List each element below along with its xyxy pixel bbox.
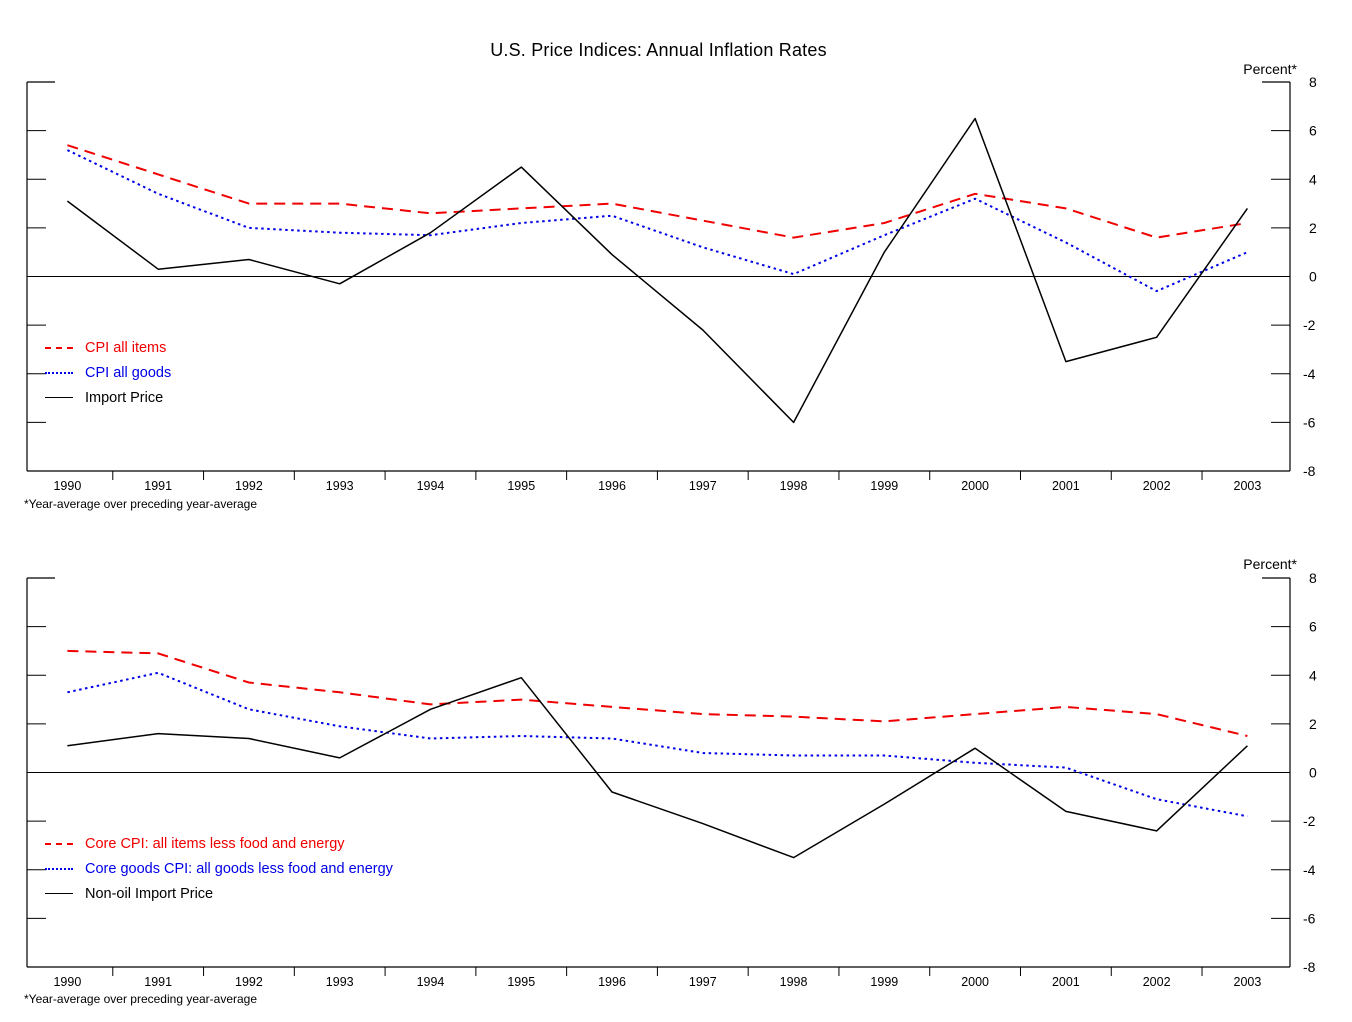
y-tick-label: 2 <box>1309 716 1317 732</box>
legend-item: Import Price <box>45 385 171 410</box>
legend-item: CPI all items <box>45 335 171 360</box>
x-tick-label: 1999 <box>870 479 898 493</box>
legend-label: Core CPI: all items less food and energy <box>85 835 345 852</box>
y-tick-label: 2 <box>1309 220 1317 236</box>
chart-title: U.S. Price Indices: Annual Inflation Rat… <box>490 40 827 60</box>
legend-label: Non-oil Import Price <box>85 885 214 902</box>
series-line-dotted <box>67 671 1248 818</box>
series-line-solid <box>66 117 1249 424</box>
y-tick-label: 8 <box>1309 570 1317 586</box>
x-tick-label: 1995 <box>507 975 535 989</box>
footnote-top: *Year-average over preceding year-averag… <box>24 497 258 511</box>
x-tick-label: 2003 <box>1234 479 1262 493</box>
x-tick-label: 1998 <box>780 975 808 989</box>
legend-label: Core goods CPI: all goods less food and … <box>85 860 393 877</box>
x-tick-label: 2000 <box>961 479 989 493</box>
series-line-dashed <box>67 649 1248 737</box>
legend-line-sample-solid <box>45 397 73 398</box>
legend-bottom: Core CPI: all items less food and energy… <box>45 831 393 906</box>
x-tick-label: 2003 <box>1234 975 1262 989</box>
legend-line-sample-solid <box>45 893 73 894</box>
y-tick-label: -8 <box>1303 959 1316 975</box>
x-tick-label: 1991 <box>144 479 172 493</box>
x-tick-label: 1996 <box>598 479 626 493</box>
x-tick-label: 2002 <box>1143 975 1171 989</box>
legend-label: CPI all items <box>85 339 167 356</box>
x-tick-label: 1994 <box>417 479 445 493</box>
footnote-bottom: *Year-average over preceding year-averag… <box>24 992 258 1006</box>
y-tick-label: -8 <box>1303 463 1316 479</box>
legend-item: Non-oil Import Price <box>45 881 393 906</box>
legend-label: CPI all goods <box>85 364 172 381</box>
x-tick-label: 2002 <box>1143 479 1171 493</box>
series-line-dashed <box>67 144 1248 239</box>
y-tick-label: -4 <box>1303 862 1316 878</box>
y-tick-label: 0 <box>1309 765 1317 781</box>
x-tick-label: 1993 <box>326 975 354 989</box>
x-tick-label: 1996 <box>598 975 626 989</box>
y-tick-label: -6 <box>1303 910 1316 926</box>
legend-item: Core CPI: all items less food and energy <box>45 831 393 856</box>
y-tick-label: 4 <box>1309 667 1317 683</box>
x-tick-label: 1990 <box>53 479 81 493</box>
x-tick-label: 2001 <box>1052 975 1080 989</box>
legend-item: Core goods CPI: all goods less food and … <box>45 856 393 881</box>
y-tick-label: 6 <box>1309 123 1317 139</box>
legend-line-sample-dashed <box>45 346 73 349</box>
y-tick-label: 0 <box>1309 269 1317 285</box>
y-axis-unit-label-bottom: Percent* <box>1243 556 1297 572</box>
series-line-solid <box>67 676 1248 859</box>
legend-line-sample-dashed <box>45 842 73 845</box>
y-tick-label: 8 <box>1309 74 1317 90</box>
x-tick-label: 1999 <box>870 975 898 989</box>
x-tick-label: 1992 <box>235 975 263 989</box>
x-tick-label: 1994 <box>417 975 445 989</box>
y-tick-label: 6 <box>1309 619 1317 635</box>
legend-top: CPI all items CPI all goods Import Price <box>45 335 171 410</box>
y-tick-label: -4 <box>1303 366 1316 382</box>
x-tick-label: 2001 <box>1052 479 1080 493</box>
x-tick-label: 1998 <box>780 479 808 493</box>
legend-item: CPI all goods <box>45 360 171 385</box>
x-tick-label: 2000 <box>961 975 989 989</box>
legend-label: Import Price <box>85 389 164 406</box>
x-tick-label: 1991 <box>144 975 172 989</box>
legend-line-sample-dotted <box>45 371 73 374</box>
x-tick-label: 1995 <box>507 479 535 493</box>
x-tick-label: 1997 <box>689 479 717 493</box>
y-tick-label: -6 <box>1303 414 1316 430</box>
legend-line-sample-dotted <box>45 867 73 870</box>
y-tick-label: -2 <box>1303 813 1316 829</box>
y-tick-label: -2 <box>1303 317 1316 333</box>
series-line-dotted <box>66 149 1248 293</box>
x-tick-label: 1993 <box>326 479 354 493</box>
x-tick-label: 1992 <box>235 479 263 493</box>
y-tick-label: 4 <box>1309 171 1317 187</box>
x-tick-label: 1997 <box>689 975 717 989</box>
y-axis-unit-label-top: Percent* <box>1243 61 1297 77</box>
x-tick-label: 1990 <box>53 975 81 989</box>
